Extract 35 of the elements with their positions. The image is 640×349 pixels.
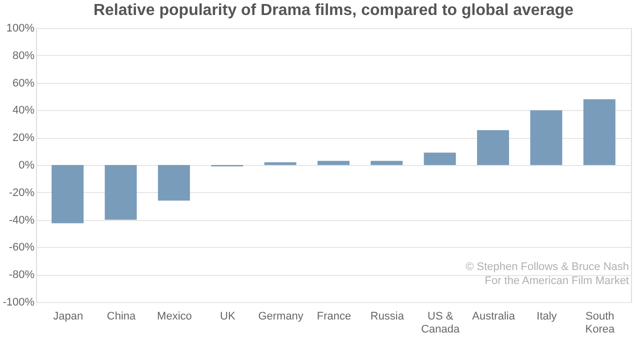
annotation: For the American Film Market — [484, 275, 629, 287]
x-tick-label: Russia — [370, 310, 405, 322]
x-tick-label: China — [106, 310, 137, 322]
y-tick-label: 0% — [18, 160, 35, 172]
y-tick-label: 20% — [12, 132, 35, 144]
bar — [158, 165, 190, 201]
x-tick-label: UK — [220, 310, 236, 322]
bar — [424, 152, 456, 165]
x-tick-label: Australia — [472, 310, 516, 322]
bar — [104, 165, 137, 220]
bar — [52, 165, 84, 224]
bar — [583, 99, 616, 165]
y-tick-label: -80% — [8, 269, 35, 282]
bar — [477, 130, 510, 165]
y-tick-label: -100% — [2, 296, 35, 308]
y-tick-label: -60% — [8, 242, 35, 254]
y-tick-label: 40% — [12, 104, 35, 117]
x-tick-label: Japan — [53, 310, 84, 322]
y-tick-label: 100% — [6, 22, 35, 34]
x-tick-label: US & Canada — [421, 310, 461, 336]
x-tick-label: Italy — [536, 310, 558, 322]
x-tick-label: France — [316, 310, 352, 322]
x-tick-label: South Korea — [585, 310, 616, 336]
y-tick-label: 60% — [12, 77, 35, 90]
bar — [264, 162, 296, 165]
y-tick-label: -40% — [8, 214, 35, 226]
y-tick-label: -20% — [8, 186, 35, 199]
bar — [370, 160, 403, 165]
annotation: © Stephen Follows & Bruce Nash — [466, 261, 629, 273]
bar — [530, 110, 562, 165]
bar — [318, 160, 350, 165]
chart-title: Relative popularity of Drama films, compared to global average — [93, 2, 574, 19]
y-tick-label: 80% — [12, 50, 35, 62]
x-tick-label: Germany — [258, 310, 304, 322]
x-tick-label: Mexico — [157, 310, 192, 322]
